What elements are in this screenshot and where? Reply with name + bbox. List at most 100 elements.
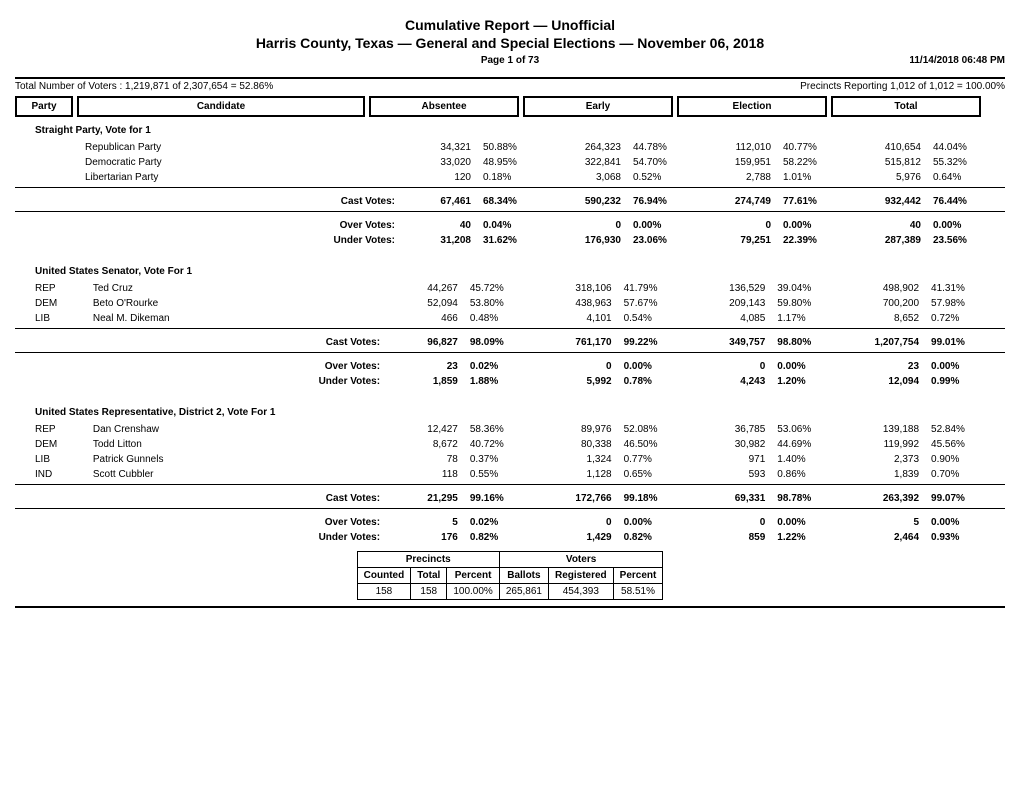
candidate-name: Beto O'Rourke bbox=[93, 296, 390, 311]
col-absentee: Absentee bbox=[369, 96, 519, 117]
col-early: Early bbox=[523, 96, 673, 117]
candidate-row: Libertarian Party1200.18%3,0680.52%2,788… bbox=[15, 170, 1005, 185]
election-pct: 22.39% bbox=[777, 233, 855, 248]
divider bbox=[15, 187, 1005, 188]
candidate-row: DEMBeto O'Rourke52,09453.80%438,96357.67… bbox=[15, 296, 1005, 311]
absentee-pct: 53.80% bbox=[464, 296, 544, 311]
col-counted: Counted bbox=[357, 568, 411, 584]
absentee-count: 176 bbox=[390, 530, 464, 545]
absentee-count: 96,827 bbox=[390, 331, 464, 350]
election-count: 69,331 bbox=[698, 487, 772, 506]
early-count: 1,324 bbox=[544, 452, 618, 467]
absentee-count: 52,094 bbox=[390, 296, 464, 311]
election-pct: 0.00% bbox=[771, 511, 851, 530]
summary-row: Under Votes:1760.82%1,4290.82%8591.22%2,… bbox=[15, 530, 1005, 545]
election-pct: 77.61% bbox=[777, 190, 855, 209]
divider bbox=[15, 352, 1005, 353]
absentee-count: 5 bbox=[390, 511, 464, 530]
election-pct: 1.22% bbox=[771, 530, 851, 545]
summary-label: Under Votes: bbox=[93, 530, 390, 545]
col-percent: Percent bbox=[613, 568, 663, 584]
election-pct: 98.80% bbox=[771, 331, 851, 350]
election-pct: 0.00% bbox=[771, 355, 851, 374]
col-registered: Registered bbox=[548, 568, 613, 584]
absentee-pct: 68.34% bbox=[477, 190, 555, 209]
absentee-pct: 0.04% bbox=[477, 214, 555, 233]
divider bbox=[15, 606, 1005, 608]
absentee-count: 118 bbox=[390, 467, 464, 482]
early-pct: 44.78% bbox=[627, 140, 705, 155]
election-pct: 1.17% bbox=[771, 311, 851, 326]
election-count: 971 bbox=[698, 452, 772, 467]
early-pct: 0.00% bbox=[618, 511, 698, 530]
absentee-count: 40 bbox=[405, 214, 477, 233]
col-ballots: Ballots bbox=[499, 568, 548, 584]
early-pct: 23.06% bbox=[627, 233, 705, 248]
summary-label: Cast Votes: bbox=[15, 190, 405, 209]
race-table: REPTed Cruz44,26745.72%318,10641.79%136,… bbox=[15, 281, 1005, 389]
party-abbr: LIB bbox=[15, 452, 93, 467]
summary-row: Cast Votes:96,82798.09%761,17099.22%349,… bbox=[15, 331, 1005, 350]
total-pct: 45.56% bbox=[925, 437, 1005, 452]
page-number: Page 1 of 73 bbox=[15, 55, 1005, 66]
total-count: 700,200 bbox=[851, 296, 925, 311]
absentee-count: 67,461 bbox=[405, 190, 477, 209]
total-pct: 57.98% bbox=[925, 296, 1005, 311]
early-count: 0 bbox=[555, 214, 627, 233]
candidate-row: LIBPatrick Gunnels780.37%1,3240.77%9711.… bbox=[15, 452, 1005, 467]
report-title-1: Cumulative Report — Unofficial bbox=[15, 17, 1005, 33]
absentee-pct: 31.62% bbox=[477, 233, 555, 248]
total-voters-line: Total Number of Voters : 1,219,871 of 2,… bbox=[15, 81, 273, 92]
early-count: 80,338 bbox=[544, 437, 618, 452]
absentee-count: 120 bbox=[405, 170, 477, 185]
candidate-row: Republican Party34,32150.88%264,32344.78… bbox=[15, 140, 1005, 155]
race-title: Straight Party, Vote for 1 bbox=[15, 119, 1005, 140]
early-pct: 0.65% bbox=[618, 467, 698, 482]
absentee-pct: 58.36% bbox=[464, 422, 544, 437]
absentee-pct: 0.02% bbox=[464, 355, 544, 374]
candidate-name: Neal M. Dikeman bbox=[93, 311, 390, 326]
absentee-pct: 0.82% bbox=[464, 530, 544, 545]
early-count: 322,841 bbox=[555, 155, 627, 170]
voters-header: Voters bbox=[499, 552, 663, 568]
election-pct: 53.06% bbox=[771, 422, 851, 437]
early-count: 590,232 bbox=[555, 190, 627, 209]
party-abbr: IND bbox=[15, 467, 93, 482]
candidate-name: Scott Cubbler bbox=[93, 467, 390, 482]
election-pct: 59.80% bbox=[771, 296, 851, 311]
total-count: 410,654 bbox=[855, 140, 927, 155]
precincts-header: Precincts bbox=[357, 552, 499, 568]
early-count: 318,106 bbox=[544, 281, 618, 296]
candidate-name: Dan Crenshaw bbox=[93, 422, 390, 437]
absentee-pct: 40.72% bbox=[464, 437, 544, 452]
total-count: 498,902 bbox=[851, 281, 925, 296]
divider bbox=[15, 211, 1005, 212]
absentee-pct: 99.16% bbox=[464, 487, 544, 506]
candidate-name: Libertarian Party bbox=[15, 170, 405, 185]
candidate-name: Republican Party bbox=[15, 140, 405, 155]
total-pct: 0.90% bbox=[925, 452, 1005, 467]
total-pct: 23.56% bbox=[927, 233, 1005, 248]
col-percent: Percent bbox=[447, 568, 499, 584]
early-count: 5,992 bbox=[544, 374, 618, 389]
early-count: 0 bbox=[544, 511, 618, 530]
early-count: 1,429 bbox=[544, 530, 618, 545]
total-count: 515,812 bbox=[855, 155, 927, 170]
absentee-pct: 0.02% bbox=[464, 511, 544, 530]
election-pct: 39.04% bbox=[771, 281, 851, 296]
election-count: 36,785 bbox=[698, 422, 772, 437]
race-table: Republican Party34,32150.88%264,32344.78… bbox=[15, 140, 1005, 248]
early-pct: 0.00% bbox=[618, 355, 698, 374]
absentee-count: 23 bbox=[390, 355, 464, 374]
early-count: 0 bbox=[544, 355, 618, 374]
total-pct: 99.07% bbox=[925, 487, 1005, 506]
col-total: Total bbox=[411, 568, 447, 584]
divider bbox=[15, 77, 1005, 79]
total-pct: 0.99% bbox=[925, 374, 1005, 389]
early-pct: 0.77% bbox=[618, 452, 698, 467]
absentee-pct: 1.88% bbox=[464, 374, 544, 389]
absentee-count: 21,295 bbox=[390, 487, 464, 506]
total-count: 1,207,754 bbox=[851, 331, 925, 350]
absentee-pct: 0.37% bbox=[464, 452, 544, 467]
total-pct: 55.32% bbox=[927, 155, 1005, 170]
